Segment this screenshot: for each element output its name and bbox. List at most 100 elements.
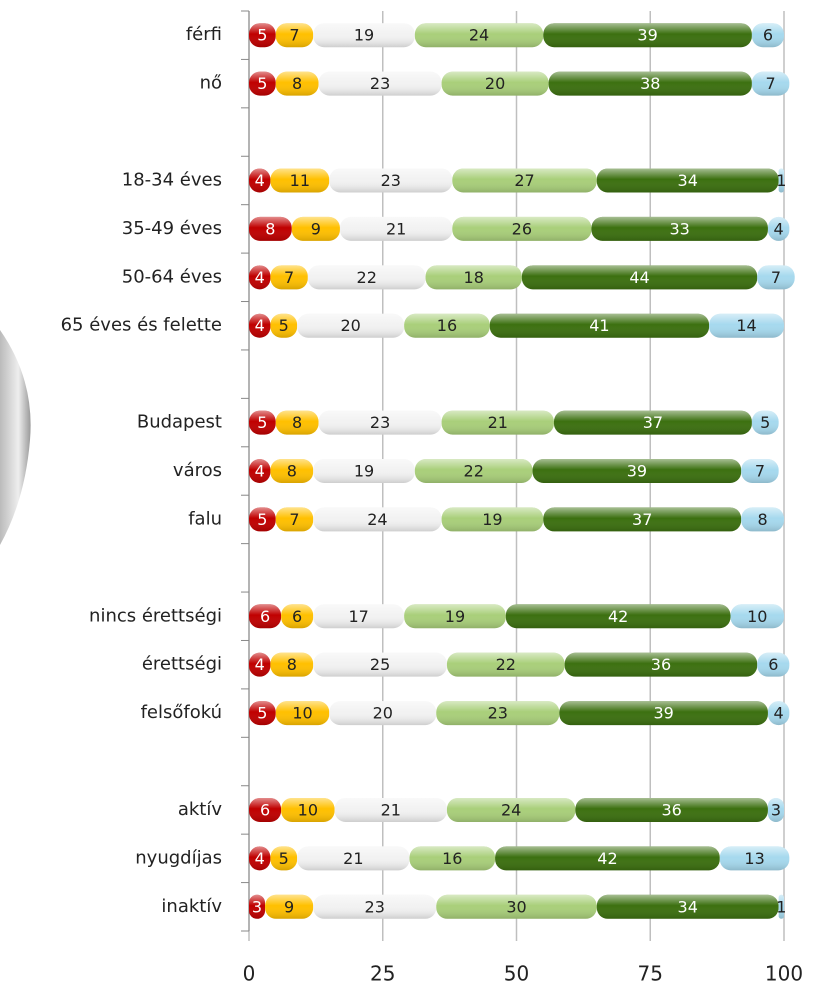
data-label: 7: [755, 462, 765, 481]
bar-shine: [329, 168, 453, 193]
data-label: 36: [651, 655, 671, 674]
bar-shine: [270, 459, 314, 483]
data-label: 23: [488, 704, 508, 723]
category-label: férfi: [186, 24, 222, 45]
data-label: 41: [589, 316, 609, 335]
category-label: aktív: [178, 799, 223, 820]
data-label: 19: [354, 26, 374, 45]
bar-shine: [249, 604, 282, 629]
data-label: 7: [289, 26, 299, 45]
bar-shine: [425, 265, 522, 290]
bar-shine: [548, 71, 752, 96]
data-label: 21: [488, 413, 508, 432]
data-label: 19: [445, 607, 465, 626]
data-label: 8: [758, 510, 768, 529]
data-label: 24: [501, 800, 521, 819]
bar-shine: [249, 265, 271, 290]
bar-shine: [441, 410, 554, 435]
data-label: 37: [643, 413, 663, 432]
bar-shine: [553, 410, 752, 435]
bar-shine: [275, 507, 314, 532]
x-tick-label: 0: [243, 962, 256, 986]
data-label: 7: [771, 268, 781, 287]
data-label: 8: [292, 413, 302, 432]
bar-shine: [778, 894, 784, 919]
data-label: 9: [284, 897, 294, 916]
data-label: 44: [629, 268, 649, 287]
bar-shine: [767, 701, 790, 726]
bar-shine: [575, 797, 768, 822]
bar-shine: [757, 652, 790, 677]
data-label: 7: [289, 510, 299, 529]
x-tick-label: 25: [370, 962, 395, 986]
category-label: nincs érettségi: [89, 605, 222, 626]
data-label: 23: [365, 897, 385, 916]
data-label: 25: [370, 655, 390, 674]
bar-shine: [778, 168, 784, 193]
data-label: 34: [678, 897, 698, 916]
data-label: 5: [257, 510, 267, 529]
bar-shine: [751, 71, 790, 96]
bar-shine: [741, 459, 779, 483]
data-label: 27: [514, 171, 534, 190]
bar-shine: [505, 604, 731, 629]
category-label: nyugdíjas: [135, 847, 222, 868]
bar-shine: [452, 216, 592, 241]
bar-shine: [409, 846, 496, 871]
data-label: 17: [348, 607, 368, 626]
bar-shine: [275, 410, 319, 435]
data-label: 5: [279, 316, 289, 335]
data-label: 5: [257, 704, 267, 723]
bar-shine: [249, 652, 271, 677]
bar-shine: [249, 797, 282, 822]
bar-shine: [265, 894, 314, 919]
category-label: falu: [188, 508, 222, 529]
data-label: 21: [386, 219, 406, 238]
data-label: 5: [257, 26, 267, 45]
bar-shine: [709, 313, 784, 338]
data-label: 39: [627, 462, 647, 481]
data-label: 6: [768, 655, 778, 674]
data-label: 23: [381, 171, 401, 190]
data-label: 4: [255, 268, 265, 287]
data-label: 39: [637, 26, 657, 45]
data-label: 33: [669, 219, 689, 238]
bar-shine: [297, 313, 405, 338]
decoration: [0, 330, 31, 545]
data-label: 14: [736, 316, 756, 335]
data-label: 24: [469, 26, 489, 45]
data-label: 4: [774, 219, 784, 238]
bar-shine: [313, 23, 415, 48]
data-label: 23: [370, 74, 390, 93]
bar-shine: [275, 23, 314, 48]
data-label: 1: [776, 897, 786, 916]
data-label: 38: [640, 74, 660, 93]
bar-shine: [719, 846, 790, 871]
bar-shine: [441, 71, 549, 96]
data-label: 4: [255, 849, 265, 868]
bar-shine: [334, 797, 447, 822]
category-label: inaktív: [161, 896, 222, 917]
data-label: 20: [373, 704, 393, 723]
bar-shine: [313, 652, 447, 677]
bar-shine: [249, 894, 266, 919]
bar-shine: [446, 797, 576, 822]
data-label: 4: [255, 462, 265, 481]
data-label: 16: [442, 849, 462, 868]
bar-shine: [270, 265, 308, 290]
category-label: érettségi: [142, 654, 222, 675]
data-label: 5: [257, 74, 267, 93]
data-label: 7: [766, 74, 776, 93]
data-label: 8: [265, 219, 275, 238]
data-label: 10: [292, 704, 312, 723]
data-label: 1: [776, 171, 786, 190]
data-label: 22: [496, 655, 516, 674]
bar-shine: [307, 265, 426, 290]
bar-shine: [249, 168, 271, 193]
bar-shine: [489, 313, 710, 338]
bar-shine: [318, 71, 442, 96]
bar-shine: [339, 216, 453, 241]
data-label: 22: [357, 268, 377, 287]
bar-shine: [249, 313, 271, 338]
